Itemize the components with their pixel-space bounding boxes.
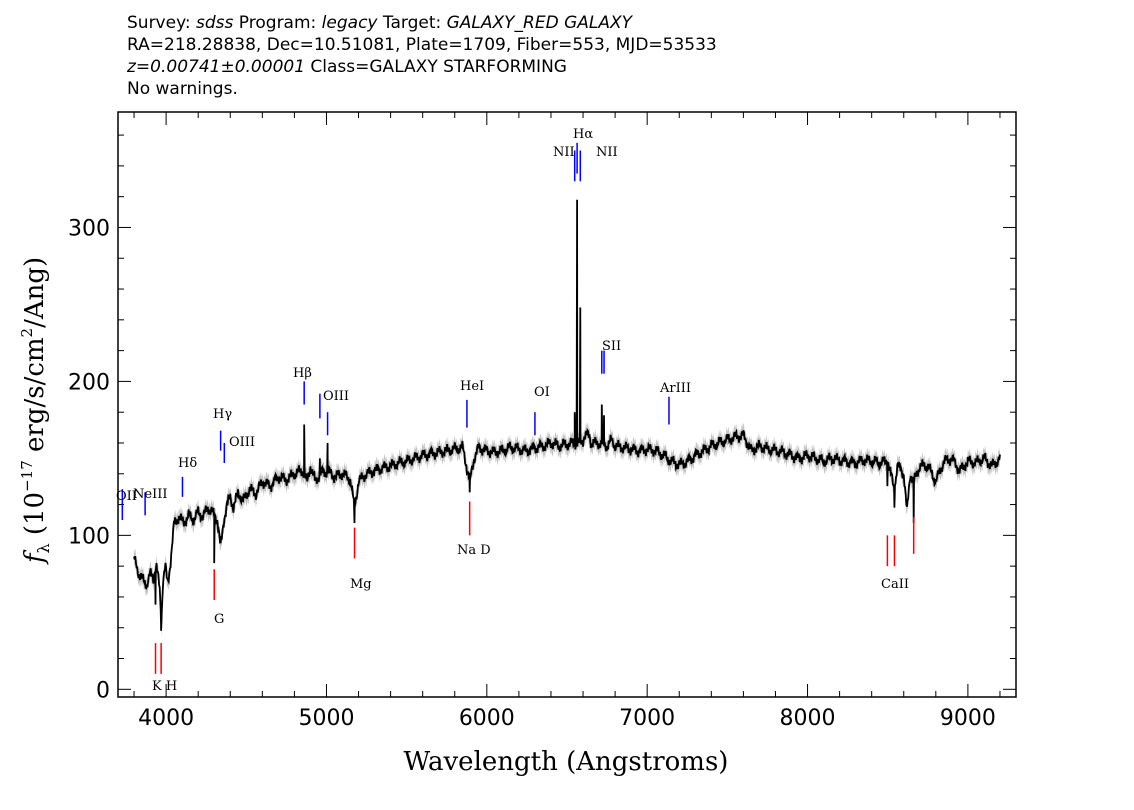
label-g: G bbox=[214, 612, 224, 627]
label-ariii: ArIII bbox=[659, 381, 691, 396]
spectrum-header: Survey: sdss Program: legacy Target: GAL… bbox=[127, 12, 717, 100]
program-value: legacy bbox=[321, 13, 378, 33]
label-sii: SII bbox=[602, 339, 621, 354]
x-tick-label: 5000 bbox=[298, 706, 354, 731]
label-hbeta: Hβ bbox=[293, 366, 312, 381]
label-oi: OI bbox=[534, 385, 550, 400]
x-tick-label: 6000 bbox=[459, 706, 515, 731]
label-oiii-4363: OIII bbox=[229, 435, 255, 450]
plot-frame bbox=[117, 111, 1017, 698]
spectrum-line bbox=[133, 199, 1001, 631]
survey-key: Survey: bbox=[127, 13, 197, 33]
label-neiii: NeIII bbox=[133, 487, 167, 502]
spectrum-series bbox=[133, 192, 1001, 639]
axis-ticks bbox=[118, 112, 1016, 697]
y-axis-units-pre: (10 bbox=[20, 492, 50, 544]
redshift-value: z=0.00741±0.00001 bbox=[127, 57, 306, 77]
plot-border bbox=[117, 111, 1017, 698]
target-value: GALAXY_RED GALAXY bbox=[446, 13, 633, 33]
y-tick-label: 300 bbox=[68, 216, 110, 241]
program-key: Program: bbox=[233, 13, 322, 33]
label-hei: HeI bbox=[460, 379, 484, 394]
label-mg: Mg bbox=[350, 577, 372, 592]
y-tick-label: 0 bbox=[96, 678, 110, 703]
target-key: Target: bbox=[377, 13, 447, 33]
survey-value: sdss bbox=[196, 13, 234, 33]
x-tick-label: 4000 bbox=[138, 706, 194, 731]
header-line-coordinates: RA=218.28838, Dec=10.51081, Plate=1709, … bbox=[127, 35, 717, 55]
label-halpha: Hα bbox=[573, 127, 593, 142]
y-axis-title: fλ (10−17 erg/s/cm2/Ang) bbox=[18, 257, 53, 565]
y-axis-exponent-2: 2 bbox=[18, 328, 36, 338]
y-axis-units-post: /Ang) bbox=[20, 257, 50, 328]
y-axis-subscript: λ bbox=[34, 543, 53, 553]
x-axis-title: Wavelength (Angstroms) bbox=[404, 747, 729, 777]
y-tick-label: 200 bbox=[68, 370, 110, 395]
y-axis-exponent: −17 bbox=[18, 460, 36, 492]
label-nii-6583: NII bbox=[596, 145, 618, 160]
y-axis-units-mid: erg/s/cm bbox=[20, 337, 50, 460]
label-nad: Na D bbox=[457, 543, 491, 558]
spectral-line-labels: OII NeIII Hδ Hγ OIII Hβ OIII HeI OI NII … bbox=[116, 127, 909, 694]
y-tick-label: 100 bbox=[68, 524, 110, 549]
spectrum-error-band bbox=[134, 192, 1000, 639]
label-oiii-4959: OIII bbox=[323, 389, 349, 404]
label-caii: CaII bbox=[881, 577, 909, 592]
x-tick-label: 7000 bbox=[619, 706, 675, 731]
header-line-redshift: z=0.00741±0.00001 Class=GALAXY STARFORMI… bbox=[127, 56, 717, 78]
header-line-survey: Survey: sdss Program: legacy Target: GAL… bbox=[127, 12, 717, 34]
x-tick-label: 9000 bbox=[940, 706, 996, 731]
class-value: Class=GALAXY STARFORMING bbox=[305, 57, 567, 77]
spectral-line-markers bbox=[121, 142, 915, 674]
x-tick-label: 8000 bbox=[780, 706, 836, 731]
label-kh: K H bbox=[152, 679, 177, 694]
header-line-warnings: No warnings. bbox=[127, 79, 238, 99]
label-hdelta: Hδ bbox=[178, 456, 197, 471]
label-nii-6548: NII bbox=[553, 145, 575, 160]
axis-tick-labels: 4000 5000 6000 7000 8000 9000 0 100 200 300 bbox=[68, 216, 996, 731]
label-hgamma: Hγ bbox=[213, 407, 232, 422]
label-oii: OII bbox=[116, 489, 137, 504]
